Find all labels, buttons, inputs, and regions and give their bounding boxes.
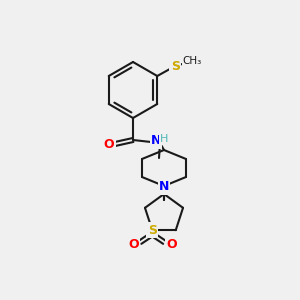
Text: H: H — [160, 134, 168, 144]
Text: O: O — [104, 137, 114, 151]
Text: CH₃: CH₃ — [183, 56, 202, 66]
Text: S: S — [148, 224, 157, 237]
Text: S: S — [171, 59, 180, 73]
Text: N: N — [159, 181, 169, 194]
Text: O: O — [128, 238, 139, 251]
Text: O: O — [166, 238, 177, 251]
Text: N: N — [151, 134, 161, 148]
